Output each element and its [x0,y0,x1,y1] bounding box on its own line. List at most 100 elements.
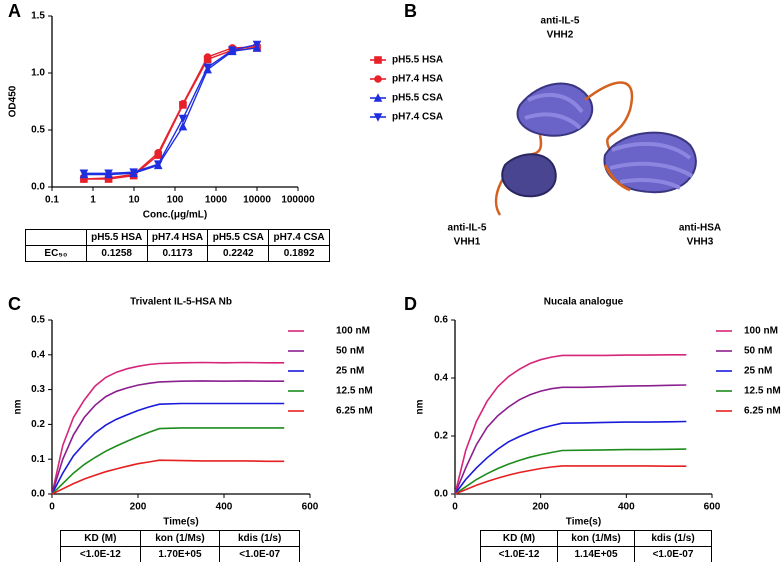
x-tick-label: 10000 [243,195,271,206]
y-tick-label: 0.2 [434,431,448,442]
legend-label: pH7.4 CSA [392,112,443,123]
domain-label: anti-IL-5 [448,223,487,234]
table-cell [25,229,87,246]
legend-label: pH5.5 HSA [392,55,443,66]
x-tick-label: 400 [216,502,233,513]
y-tick-label: 0.5 [31,315,45,326]
series-line [454,448,687,495]
x-tick-label: 0 [452,502,458,513]
y-tick-label: 0.4 [434,373,448,384]
legend-label: pH5.5 CSA [392,93,443,104]
table-cell: 0.1892 [268,245,330,262]
legend-marker [374,56,382,64]
x-tick-label: 1 [90,195,96,206]
x-axis-title: Conc.(μg/mL) [143,210,207,221]
table-cell: kdis (1/s) [634,530,712,547]
y-tick-label: 1.0 [31,68,45,79]
legend-marker [374,75,382,83]
series-line [51,459,285,495]
marker [129,168,138,177]
table-cell: <1.0E-12 [480,546,558,562]
table-cell: pH7.4 HSA [146,229,209,246]
legend-label: 100 nM [336,326,370,337]
series-line [83,47,258,176]
chart-title: Trivalent IL-5-HSA Nb [130,297,232,308]
table-cell: KD (M) [480,530,558,547]
legend-label: 6.25 nM [336,406,373,417]
legend-label: 100 nM [744,326,778,337]
x-axis-title: Time(s) [566,517,601,528]
table-cell: kdis (1/s) [219,530,300,547]
table-cell: kon (1/Ms) [557,530,635,547]
series-line [83,43,258,174]
domain-label: anti-HSA [679,223,721,234]
series-line [454,384,687,495]
x-tick-label: 400 [618,502,635,513]
loop [603,164,631,192]
panel-label: C [8,294,21,314]
series-line [454,465,687,495]
table-cell: EC₅₀ [25,245,87,262]
series-line [51,361,285,495]
marker [203,53,212,61]
table-cell: <1.0E-12 [60,546,141,562]
panel-label: A [8,1,21,21]
table-cell: 1.70E+05 [139,546,221,562]
legend-label: pH7.4 HSA [392,74,443,85]
table-cell: <1.0E-07 [219,546,300,562]
panel-label: B [404,1,417,21]
series-line [51,427,285,495]
table-header: KD (M) kon (1/Ms) kdis (1/s) [480,530,712,547]
legend-label: 6.25 nM [744,406,781,417]
y-tick-label: 1.5 [31,11,45,22]
legend-label: 25 nM [336,366,364,377]
marker [228,46,237,55]
marker [154,149,163,157]
x-tick-label: 600 [704,502,721,513]
legend-label: 25 nM [744,366,772,377]
table-cell: 1.14E+05 [557,546,635,562]
x-tick-label: 600 [302,502,319,513]
domain-label: VHH2 [547,30,574,41]
data-table: KD (M) kon (1/Ms) kdis (1/s) <1.0E-12 1.70E+… [60,530,300,562]
legend-marker [373,93,383,102]
data-table: pH5.5 HSA pH7.4 HSA pH5.5 CSA pH7.4 CSA EC₅₀… [25,229,330,262]
y-tick-label: 0.5 [31,125,45,136]
x-tick-label: 200 [532,502,549,513]
x-tick-label: 1000 [205,195,228,206]
y-tick-label: 0.2 [31,419,45,430]
x-tick-label: 0.1 [45,195,59,206]
series-line [454,354,687,495]
marker [252,40,262,50]
table-row: <1.0E-12 1.14E+05 <1.0E-07 [480,546,712,562]
y-tick-label: 0.0 [434,489,448,500]
table-cell: pH5.5 HSA [85,229,148,246]
legend-label: 50 nM [336,346,364,357]
marker [178,121,188,131]
strands [524,92,584,130]
table-cell: pH5.5 CSA [207,229,270,246]
table-cell: <1.0E-07 [634,546,712,562]
x-axis-title: Time(s) [163,517,198,528]
series-line [454,420,687,495]
legend-label: 50 nM [744,346,772,357]
domain-label: VHH1 [454,237,481,248]
domain-label: VHH3 [687,237,714,248]
y-tick-label: 0.1 [31,454,45,465]
strands [609,141,694,190]
marker [178,114,188,124]
series-line [83,47,258,180]
marker [79,169,89,179]
linker [584,81,634,151]
domain-vhh1 [501,153,557,198]
table-header: pH5.5 HSA pH7.4 HSA pH5.5 CSA pH7.4 CSA [25,229,330,246]
table-cell: 0.2242 [207,245,270,262]
protein-structure [494,81,697,216]
y-tick-label: 0.0 [31,489,45,500]
y-axis-title: nm [13,399,24,414]
x-tick-label: 100000 [281,195,315,206]
table-row: <1.0E-12 1.70E+05 <1.0E-07 [60,546,300,562]
x-tick-label: 0 [49,502,55,513]
table-cell: 0.1173 [146,245,209,262]
